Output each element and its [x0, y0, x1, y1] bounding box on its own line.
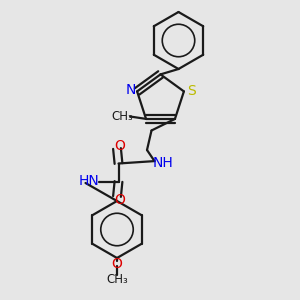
Text: O: O [115, 193, 125, 206]
Text: O: O [112, 257, 122, 271]
Text: NH: NH [153, 156, 174, 170]
Text: CH₃: CH₃ [111, 110, 133, 123]
Text: HN: HN [78, 174, 99, 188]
Text: N: N [126, 83, 136, 97]
Text: S: S [187, 84, 196, 98]
Text: CH₃: CH₃ [106, 273, 128, 286]
Text: O: O [115, 139, 125, 152]
